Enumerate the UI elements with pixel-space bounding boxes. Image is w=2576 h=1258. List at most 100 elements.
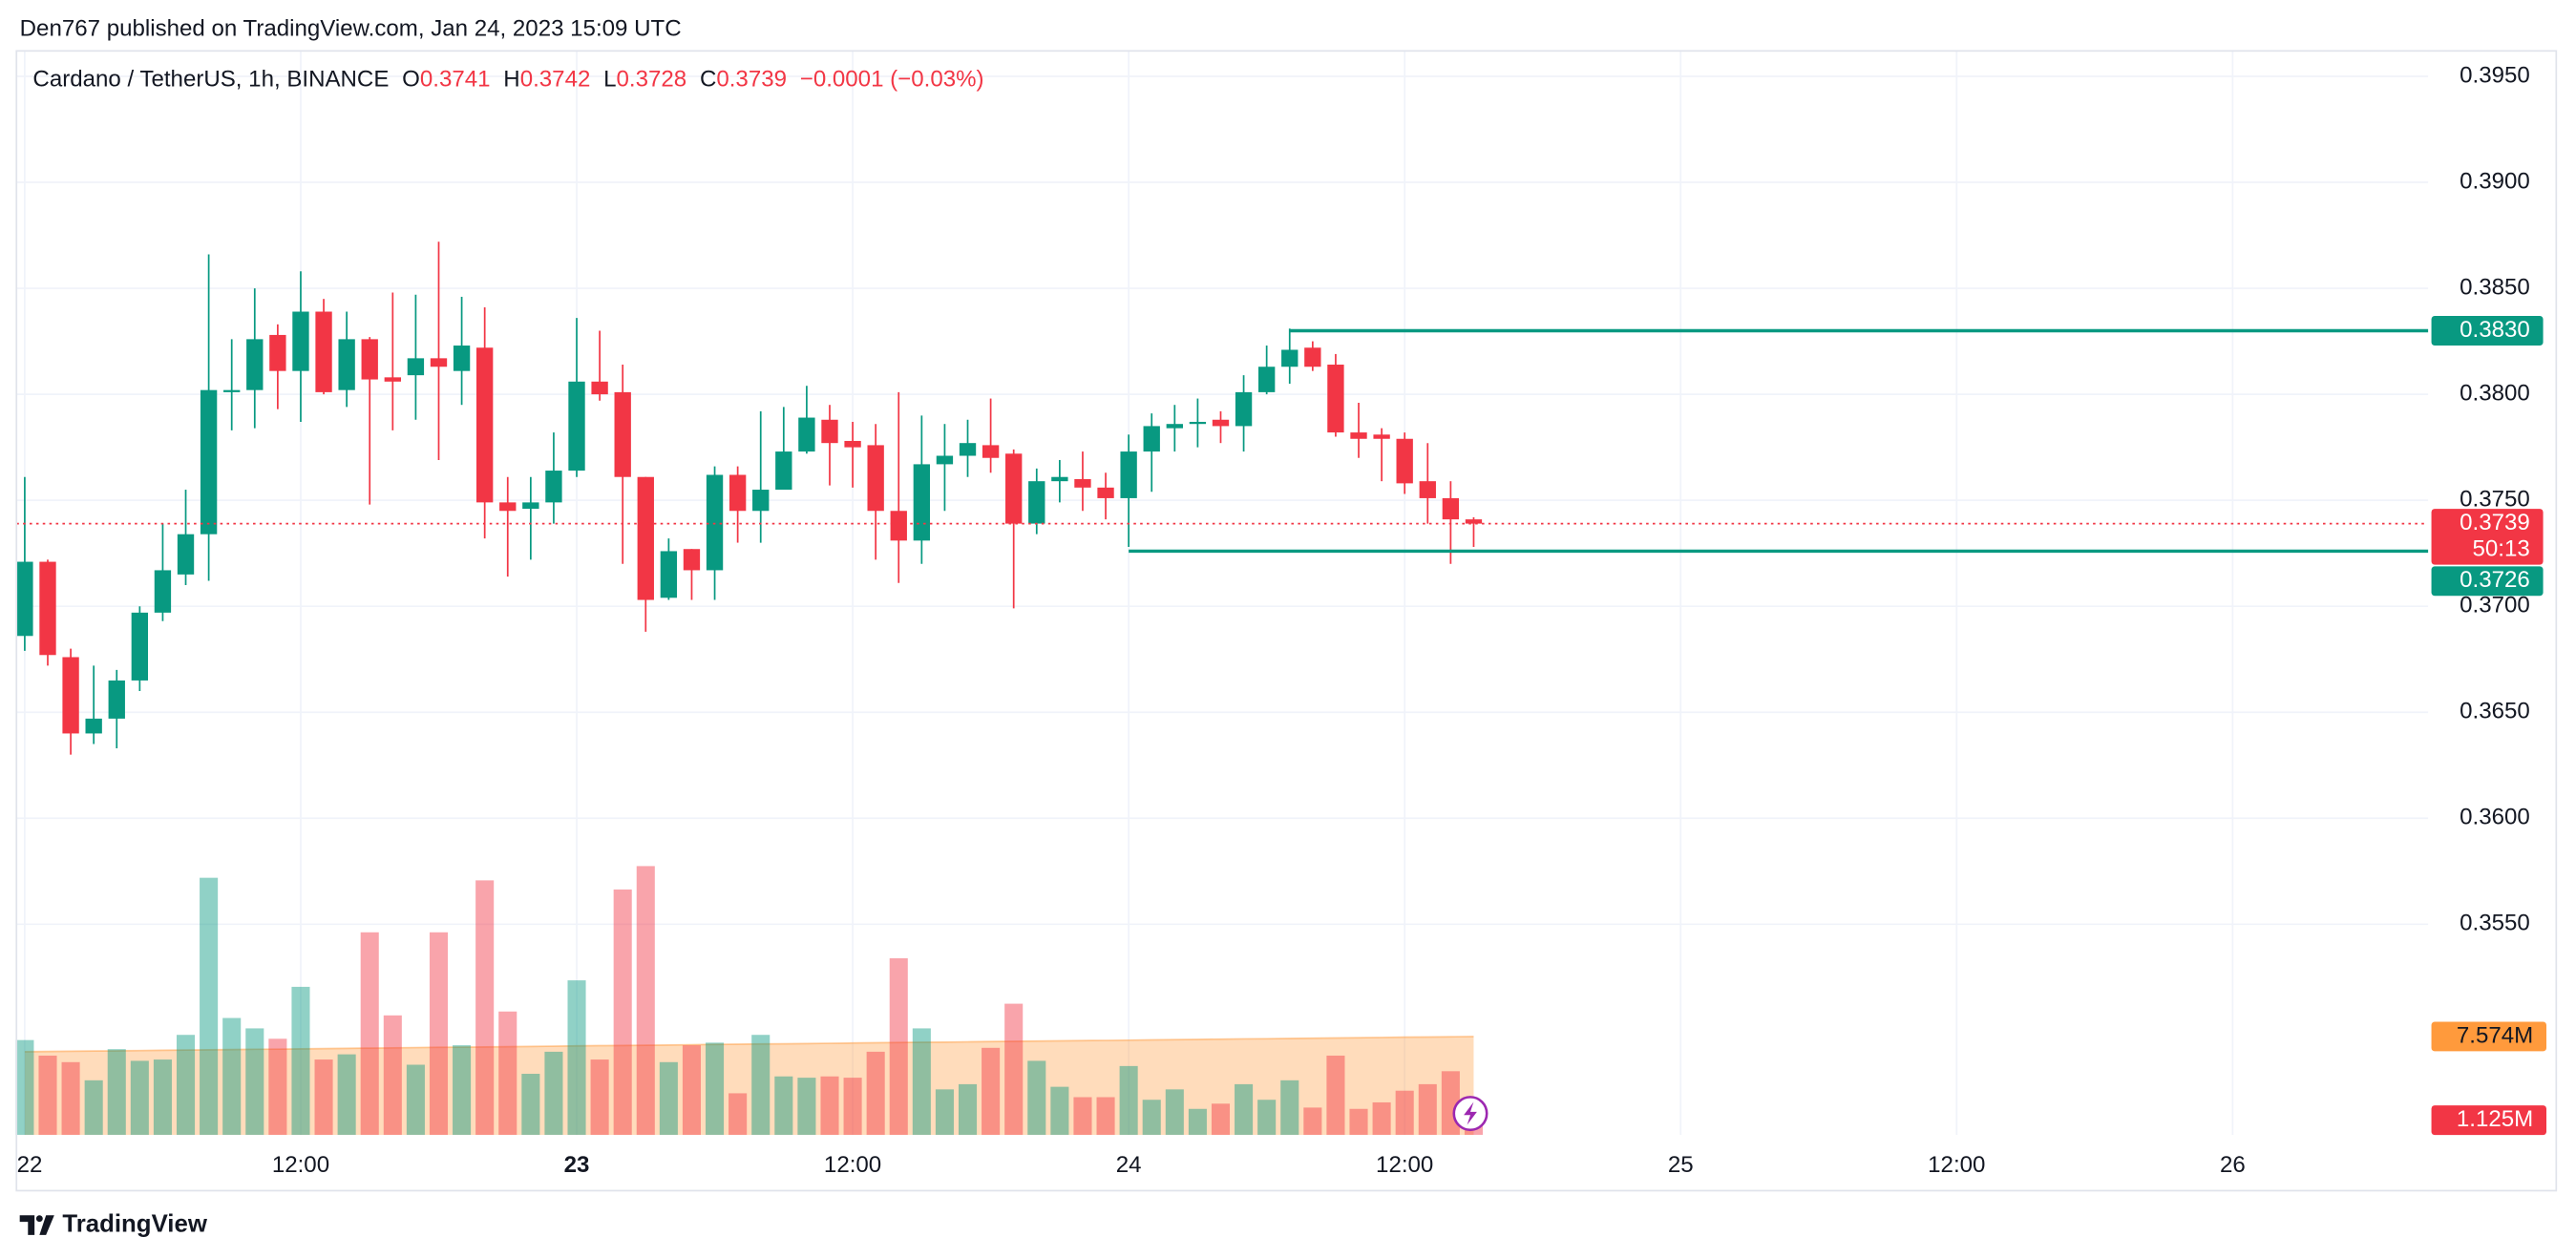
candle-body bbox=[200, 389, 218, 535]
y-tick-label: 0.3950 bbox=[2460, 62, 2530, 88]
volume-bar bbox=[38, 1055, 57, 1135]
volume-bar bbox=[797, 1078, 816, 1135]
candle-body bbox=[752, 490, 770, 512]
volume-bar bbox=[1142, 1100, 1161, 1135]
volume-bar bbox=[843, 1078, 862, 1135]
candle-body bbox=[683, 549, 701, 571]
volume-bar bbox=[1372, 1101, 1391, 1135]
volume-bar bbox=[774, 1076, 793, 1135]
volume-bar bbox=[1004, 1003, 1024, 1135]
volume-bar bbox=[521, 1074, 540, 1135]
y-tick-label: 0.3900 bbox=[2460, 168, 2530, 194]
candle-body bbox=[499, 502, 517, 512]
candle-body bbox=[338, 339, 355, 390]
candle-body bbox=[1235, 391, 1253, 427]
volume-bar bbox=[1050, 1086, 1069, 1135]
volume-bar bbox=[1349, 1108, 1368, 1135]
candle-body bbox=[591, 381, 608, 395]
volume-bar bbox=[360, 932, 379, 1135]
y-tick-label: 0.3600 bbox=[2460, 805, 2530, 830]
volume-bar bbox=[176, 1035, 196, 1135]
volume-bar bbox=[1211, 1103, 1231, 1135]
volume-bar bbox=[728, 1093, 748, 1135]
candle-body bbox=[384, 377, 401, 382]
legend-low: 0.3728 bbox=[617, 67, 687, 93]
legend-h: H bbox=[503, 67, 519, 93]
candle-body bbox=[39, 561, 56, 656]
legend-c: C bbox=[700, 67, 716, 93]
volume-bar bbox=[706, 1042, 725, 1135]
volume-bar bbox=[130, 1060, 149, 1135]
candle-body bbox=[154, 570, 172, 613]
volume-bar bbox=[1303, 1107, 1322, 1135]
x-tick-label: 12:00 bbox=[1928, 1152, 1985, 1178]
y-tick-label: 0.3700 bbox=[2460, 593, 2530, 619]
volume-bar bbox=[291, 986, 310, 1135]
volume-bar bbox=[636, 866, 655, 1135]
candle-body bbox=[292, 311, 309, 371]
level-label: 0.3726 bbox=[2460, 567, 2530, 593]
volume-bar bbox=[1235, 1083, 1254, 1135]
volume-bar bbox=[1073, 1097, 1092, 1135]
volume-bar bbox=[383, 1015, 402, 1135]
candle-body bbox=[867, 445, 884, 512]
volume-bar bbox=[1165, 1089, 1184, 1135]
candle-body bbox=[728, 474, 747, 512]
volume-bar bbox=[84, 1080, 103, 1135]
candle-body bbox=[1257, 367, 1276, 392]
candle-body bbox=[1350, 432, 1367, 439]
legend: Cardano / TetherUS, 1h, BINANCE O0.3741 H 0… bbox=[32, 67, 983, 93]
volume-bar bbox=[337, 1054, 356, 1135]
volume-pane bbox=[15, 866, 1483, 1135]
x-tick-label: 12:00 bbox=[272, 1152, 329, 1178]
footer: TradingView bbox=[62, 1210, 207, 1237]
candle-body bbox=[1120, 451, 1137, 498]
candle-body bbox=[1097, 487, 1114, 498]
candle-body bbox=[475, 347, 494, 503]
header: Den767 published on TradingView.com, Jan… bbox=[20, 15, 682, 41]
volume-bar bbox=[153, 1059, 172, 1135]
volume-bar bbox=[222, 1017, 242, 1135]
candle-body bbox=[131, 612, 149, 681]
volume-bar bbox=[61, 1061, 80, 1135]
candle-body bbox=[177, 534, 195, 575]
volume-bar bbox=[15, 1039, 34, 1135]
legend-symbol: Cardano / TetherUS, 1h, BINANCE bbox=[32, 67, 389, 93]
logo: TradingView bbox=[19, 1210, 208, 1237]
alert-bolt bbox=[1464, 1101, 1477, 1125]
y-tick-label: 0.3800 bbox=[2460, 380, 2530, 406]
y-tick-label: 0.3750 bbox=[2460, 487, 2530, 513]
candle-body bbox=[936, 455, 954, 465]
candle-body bbox=[407, 358, 425, 376]
volume-bar bbox=[544, 1051, 563, 1135]
legend-change: −0.0001 (−0.03%) bbox=[800, 67, 984, 93]
candle-body bbox=[1005, 453, 1023, 524]
candle-body bbox=[1028, 481, 1045, 524]
y-tick-label: 0.3850 bbox=[2460, 274, 2530, 300]
candle-body bbox=[1465, 519, 1483, 524]
volume-bar bbox=[1326, 1055, 1345, 1135]
legend-open: 0.3741 bbox=[420, 67, 491, 93]
volume-ma-line bbox=[24, 1036, 1474, 1053]
candle-body bbox=[522, 502, 539, 510]
candle-body bbox=[1327, 365, 1344, 433]
candle-body bbox=[637, 476, 654, 600]
volume-bar bbox=[751, 1035, 771, 1135]
volume-bar bbox=[659, 1061, 678, 1135]
countdown: 50:13 bbox=[2473, 535, 2530, 561]
volume-bar bbox=[245, 1028, 264, 1135]
current-price-label: 0.3739 bbox=[2460, 510, 2530, 535]
candle-body bbox=[16, 561, 33, 637]
x-tick-label: 24 bbox=[1116, 1152, 1142, 1178]
volume-bar bbox=[1280, 1080, 1299, 1135]
candle-body bbox=[614, 391, 631, 477]
candle-body bbox=[844, 440, 861, 448]
volume-bar bbox=[1418, 1083, 1437, 1135]
legend-o: O bbox=[402, 67, 420, 93]
volume-bar bbox=[475, 880, 495, 1135]
chart-frame bbox=[15, 50, 2558, 1192]
logo-icon bbox=[19, 1215, 54, 1235]
x-tick-label: 12:00 bbox=[824, 1152, 881, 1178]
candle-body bbox=[223, 389, 241, 392]
